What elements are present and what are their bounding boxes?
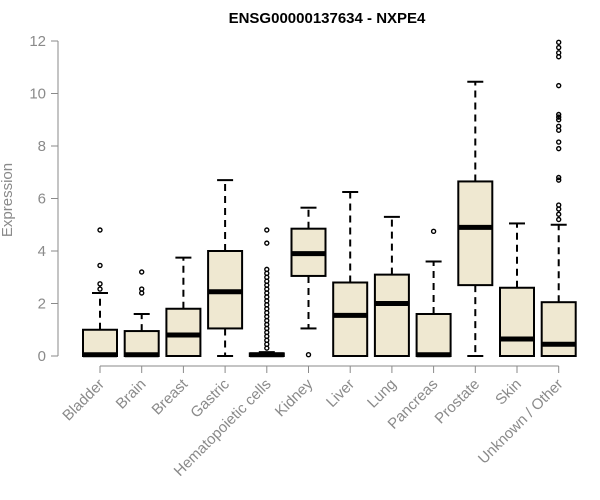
outlier-point	[264, 240, 270, 246]
outlier-point	[556, 211, 562, 217]
box-skin	[499, 222, 535, 357]
outlier-point	[305, 351, 312, 358]
x-tick-label: Lung	[364, 376, 400, 412]
y-tick-label: 6	[38, 191, 46, 208]
x-tick-label: Brain	[113, 376, 150, 413]
box-brain	[123, 269, 160, 358]
box-iqr	[457, 180, 494, 287]
y-tick-label: 10	[29, 86, 46, 103]
chart-title: ENSG00000137634 - NXPE4	[229, 10, 426, 27]
outlier-point	[556, 174, 562, 181]
box-iqr	[332, 281, 369, 357]
outlier-point	[97, 281, 103, 287]
y-tick-label: 12	[29, 33, 46, 50]
box-breast	[165, 256, 202, 357]
box-iqr	[123, 330, 160, 357]
box-prostate	[457, 80, 494, 357]
box-bladder	[82, 227, 118, 358]
y-axis: 0 2 4 6 8 10 12	[29, 33, 59, 365]
outlier-point	[556, 39, 562, 46]
box-lung	[373, 215, 410, 357]
x-tick-label: Liver	[323, 376, 358, 411]
box-hematopoietic-cells	[248, 227, 285, 358]
outlier-point	[556, 114, 562, 120]
x-tick-label: Prostate	[432, 376, 484, 428]
outlier-point	[97, 286, 103, 292]
y-tick-label: 2	[38, 296, 46, 313]
outlier-point	[97, 227, 103, 233]
box-kidney	[290, 206, 327, 358]
box-iqr	[165, 307, 202, 357]
boxes-layer	[82, 39, 577, 358]
outlier-point	[556, 145, 562, 152]
outlier-point	[556, 111, 562, 118]
outlier-point	[556, 216, 562, 223]
box-pancreas	[415, 228, 452, 358]
outlier-point	[556, 202, 562, 208]
outlier-point	[556, 82, 562, 89]
outlier-point	[264, 266, 270, 273]
y-tick-label: 8	[38, 138, 46, 155]
box-unknown-other	[540, 39, 577, 357]
x-tick-label: Kidney	[272, 375, 317, 420]
box-iqr	[415, 313, 452, 357]
outlier-point	[430, 228, 437, 235]
box-iqr	[540, 301, 577, 357]
y-tick-label: 4	[38, 243, 46, 260]
y-axis-label: Expression	[0, 163, 16, 237]
outlier-point	[556, 177, 562, 183]
outlier-point	[264, 227, 270, 233]
outlier-point	[556, 139, 562, 145]
outlier-point	[556, 44, 562, 51]
outlier-point	[556, 117, 562, 123]
box-liver	[332, 190, 369, 357]
box-iqr	[373, 273, 410, 357]
x-tick-label: Breast	[149, 375, 192, 418]
outlier-point	[556, 123, 562, 130]
outlier-point	[97, 262, 103, 269]
box-iqr	[82, 328, 118, 357]
outlier-point	[138, 286, 145, 292]
outlier-point	[138, 269, 145, 275]
x-tick-label: Bladder	[59, 376, 108, 425]
outlier-point	[556, 50, 562, 56]
x-tick-label: Skin	[492, 376, 525, 409]
y-tick-label: 0	[38, 348, 46, 365]
box-iqr	[499, 286, 535, 357]
box-gastric	[207, 179, 244, 357]
